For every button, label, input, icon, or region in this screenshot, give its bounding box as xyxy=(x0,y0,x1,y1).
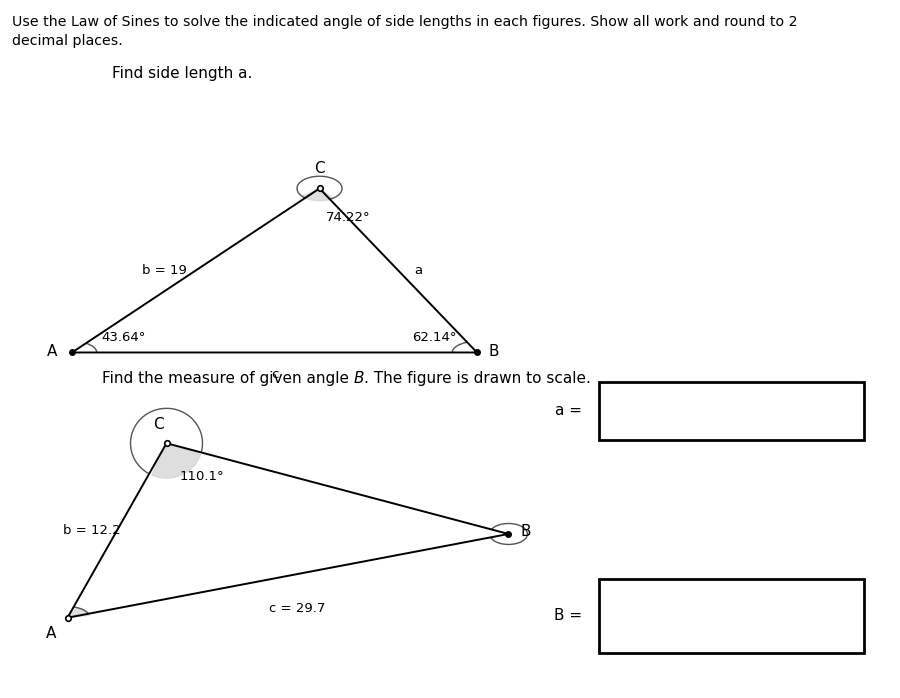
Text: 74.22°: 74.22° xyxy=(326,211,371,224)
Bar xyxy=(598,382,864,440)
Text: Use the Law of Sines to solve the indicated angle of side lengths in each figure: Use the Law of Sines to solve the indica… xyxy=(12,15,797,29)
Text: b = 12.2: b = 12.2 xyxy=(63,524,121,537)
Text: 62.14°: 62.14° xyxy=(412,331,456,344)
Text: decimal places.: decimal places. xyxy=(12,34,122,47)
Text: c: c xyxy=(271,368,278,381)
Text: A: A xyxy=(45,626,56,641)
Text: A: A xyxy=(47,343,58,359)
Text: 43.64°: 43.64° xyxy=(102,331,146,344)
Text: B =: B = xyxy=(554,609,582,623)
Text: B: B xyxy=(489,343,500,359)
Text: C: C xyxy=(153,417,164,432)
Text: a =: a = xyxy=(555,403,582,418)
Text: b = 19: b = 19 xyxy=(142,264,186,277)
Text: . The figure is drawn to scale.: . The figure is drawn to scale. xyxy=(364,371,591,386)
Text: B: B xyxy=(520,524,531,540)
Text: C: C xyxy=(314,161,325,176)
Polygon shape xyxy=(68,607,89,618)
Bar xyxy=(598,579,864,653)
Polygon shape xyxy=(302,188,333,200)
Text: B: B xyxy=(354,371,364,386)
Text: 110.1°: 110.1° xyxy=(180,470,225,483)
Text: Find side length a.: Find side length a. xyxy=(112,66,253,81)
Text: Find the measure of given angle: Find the measure of given angle xyxy=(102,371,354,386)
Polygon shape xyxy=(152,443,201,478)
Text: a: a xyxy=(415,264,423,277)
Text: c = 29.7: c = 29.7 xyxy=(269,602,325,616)
